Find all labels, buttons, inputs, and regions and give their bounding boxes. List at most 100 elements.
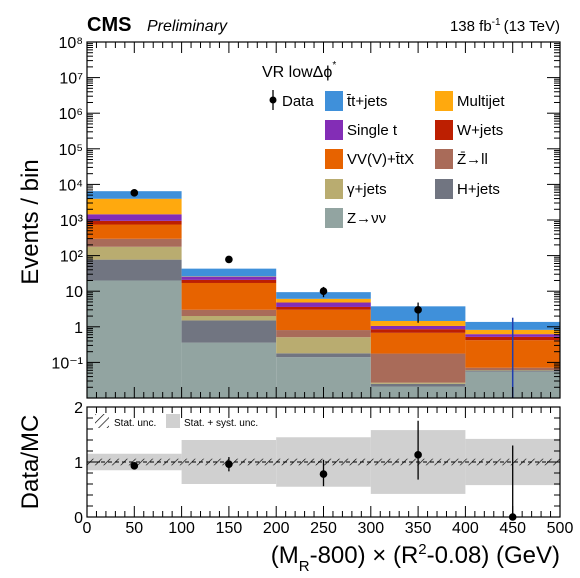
y-axis-title-ratio: Data/MC xyxy=(17,415,44,510)
lumi-value: 138 fb xyxy=(450,18,492,35)
y-tick-label: 10² xyxy=(60,249,84,266)
ratio-y-tick-label: 2 xyxy=(74,400,83,417)
legend-syst-label: Stat. + syst. unc. xyxy=(184,418,258,429)
legend-entry: Z→νν xyxy=(325,208,386,228)
data-point xyxy=(131,189,139,197)
x-tick-label: 250 xyxy=(310,520,337,537)
legend-swatch xyxy=(325,179,343,199)
x-tick-label: 500 xyxy=(547,520,574,537)
ratio-point xyxy=(414,451,422,459)
legend-swatch xyxy=(325,91,343,111)
x-tick-label: 450 xyxy=(499,520,526,537)
y-tick-label: 10³ xyxy=(60,213,84,230)
legend-label: H+jets xyxy=(457,181,500,198)
legend-entry: Data xyxy=(270,90,315,110)
legend-swatch xyxy=(435,149,453,169)
bar-segment-1-bin-2 xyxy=(276,353,371,357)
y-tick-label: 10⁶ xyxy=(59,106,83,123)
legend-label: t̄t+jets xyxy=(346,93,388,110)
y-tick-label: 10⁸ xyxy=(58,35,83,52)
legend-syst-swatch xyxy=(166,414,180,428)
bar-segment-4-bin-2 xyxy=(276,310,371,330)
legend-label: Data xyxy=(282,93,314,110)
bar-segment-1-bin-0 xyxy=(87,260,182,281)
legend-label: γ+jets xyxy=(347,181,387,198)
legend-entry: W+jets xyxy=(435,120,503,140)
experiment-label: CMS xyxy=(87,14,131,36)
legend-swatch xyxy=(435,179,453,199)
bar-segment-7-bin-2 xyxy=(276,299,371,303)
bar-segment-3-bin-0 xyxy=(87,239,182,247)
legend-swatch xyxy=(325,208,343,228)
bar-segment-4-bin-1 xyxy=(182,283,277,310)
x-axis-title: (MR-800) × (R2-0.08) (GeV) xyxy=(271,541,560,573)
bar-segment-3-bin-1 xyxy=(182,310,277,316)
bar-segment-2-bin-1 xyxy=(182,316,277,320)
bar-segment-1-bin-1 xyxy=(182,320,277,342)
y-tick-label: 10⁻¹ xyxy=(51,355,83,372)
legend-label: Z̄→ll xyxy=(457,151,488,168)
bar-segment-6-bin-1 xyxy=(182,277,277,280)
bar-segment-6-bin-0 xyxy=(87,214,182,221)
bar-segment-2-bin-2 xyxy=(276,337,371,353)
y-tick-label: 10⁵ xyxy=(59,142,83,159)
legend-label: VV(V)+t̄tX xyxy=(347,151,414,168)
bar-segment-8-bin-1 xyxy=(182,269,277,277)
lumi-label: 138 fb-1(13 TeV) xyxy=(450,17,560,35)
ratio-point xyxy=(320,470,328,478)
legend-entry: t̄t+jets xyxy=(325,91,387,111)
x-tick-label: 50 xyxy=(125,520,143,537)
bar-segment-3-bin-3 xyxy=(371,354,466,383)
bar-segment-3-bin-2 xyxy=(276,330,371,337)
y-tick-label: 1 xyxy=(74,320,83,337)
y-tick-label: 10⁷ xyxy=(59,71,83,88)
status-label: Preliminary xyxy=(147,18,228,35)
bar-segment-6-bin-3 xyxy=(371,326,466,329)
bar-segment-7-bin-0 xyxy=(87,199,182,215)
legend-label: Z→νν xyxy=(347,210,386,227)
x-tick-label: 400 xyxy=(452,520,479,537)
legend-entry: Single t xyxy=(325,120,398,140)
x-tick-label: 150 xyxy=(216,520,243,537)
legend-swatch xyxy=(435,120,453,140)
energy-value: (13 TeV) xyxy=(504,18,560,35)
bar-segment-4-bin-3 xyxy=(371,333,466,354)
y-axis-title-main: Events / bin xyxy=(17,159,44,284)
bar-segment-0-bin-0 xyxy=(87,280,182,398)
bar-segment-5-bin-3 xyxy=(371,329,466,333)
data-point xyxy=(225,256,233,264)
legend-swatch xyxy=(325,120,343,140)
legend-swatch xyxy=(435,91,453,111)
bar-segment-2-bin-0 xyxy=(87,247,182,260)
bar-segment-1-bin-3 xyxy=(371,384,466,387)
data-point xyxy=(414,306,422,314)
legend-label: Single t xyxy=(347,122,398,139)
ratio-y-tick-label: 1 xyxy=(74,455,83,472)
region-label: VR lowΔϕ* xyxy=(262,60,336,81)
legend-label: Multijet xyxy=(457,93,505,110)
legend-label: W+jets xyxy=(457,122,503,139)
x-tick-label: 350 xyxy=(405,520,432,537)
x-tick-label: 200 xyxy=(263,520,290,537)
y-tick-label: 10⁴ xyxy=(58,177,83,194)
ratio-point xyxy=(225,460,233,468)
bar-segment-5-bin-1 xyxy=(182,280,277,283)
legend-entry: Multijet xyxy=(435,91,505,111)
legend-stat-swatch xyxy=(95,414,109,428)
legend-entry: H+jets xyxy=(435,179,500,199)
lumi-exponent: -1 xyxy=(492,17,501,28)
x-tick-label: 0 xyxy=(83,520,92,537)
legend-stat-label: Stat. unc. xyxy=(114,418,156,429)
ratio-point xyxy=(131,462,139,470)
bar-segment-5-bin-0 xyxy=(87,221,182,225)
legend: VR lowΔϕ* Data t̄t+jets Multijet Single t W+j… xyxy=(262,60,505,228)
legend-swatch xyxy=(325,149,343,169)
legend-entry: VV(V)+t̄tX xyxy=(325,149,414,169)
legend-entry: Z̄→ll xyxy=(435,149,488,169)
bar-segment-4-bin-0 xyxy=(87,225,182,239)
bar-segment-2-bin-3 xyxy=(371,383,466,384)
x-tick-label: 300 xyxy=(357,520,384,537)
data-point xyxy=(320,287,328,295)
